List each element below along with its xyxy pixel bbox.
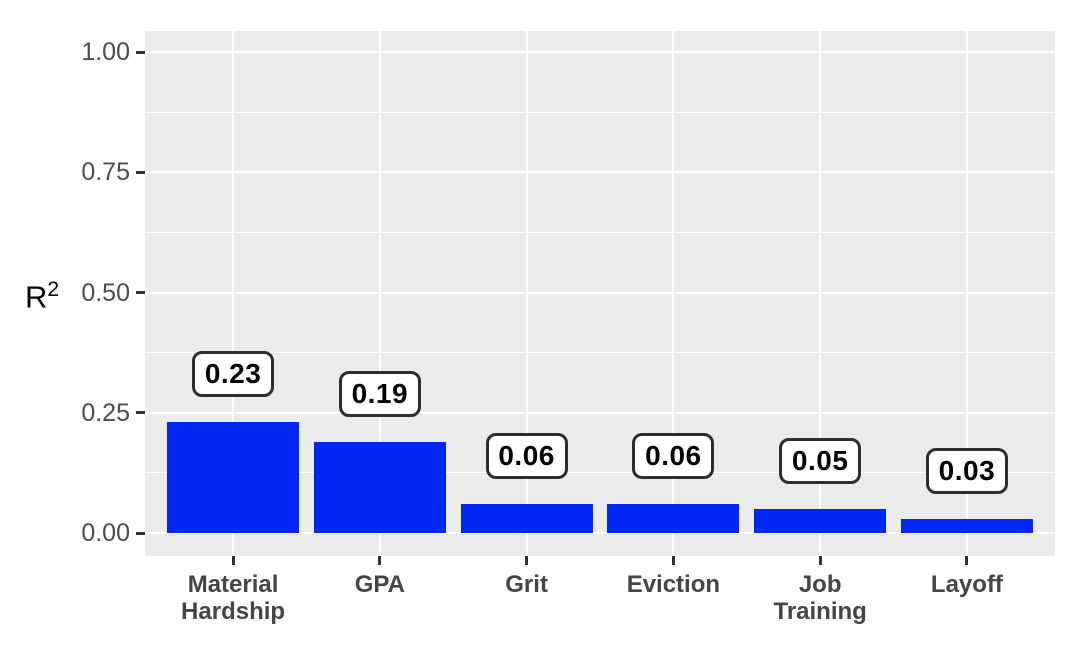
bar [754,508,887,533]
y-tick-label: 1.00 [81,38,130,66]
y-tick-label: 0.50 [81,278,130,307]
x-category-label: GPA [354,571,405,598]
value-label-box: 0.06 [485,433,568,480]
vertical-gridline [232,31,235,556]
major-gridline [145,51,1055,53]
bar [313,441,446,533]
x-tick-mark [231,556,235,565]
y-tick-label: 0.00 [81,519,130,547]
major-gridline [145,171,1055,174]
y-axis-title-base: R [25,279,48,315]
x-category-label: Grit [505,571,548,598]
minor-gridline [145,111,1055,113]
value-label-box: 0.23 [192,351,275,398]
vertical-gridline [378,31,381,556]
vertical-gridline [965,31,968,556]
y-tick-mark [136,170,145,174]
minor-gridline [145,231,1055,233]
plot-panel: 0.23 0.19 0.06 0.06 0.05 0.03 [145,31,1055,556]
vertical-gridline [819,31,822,556]
y-tick-mark [136,291,145,294]
y-axis-title: R2 [25,274,59,312]
x-tick-mark [671,556,675,565]
major-gridline [145,291,1055,294]
bar [900,518,1033,533]
value-label-box: 0.03 [925,447,1008,494]
vertical-gridline [525,31,528,556]
x-tick-mark [525,556,529,565]
value-label-box: 0.05 [779,437,862,484]
value-label-box: 0.19 [338,370,421,417]
y-tick-label: 0.25 [81,398,130,427]
y-tick-label: 0.75 [81,158,130,187]
minor-gridline [145,472,1055,474]
x-tick-mark [965,556,969,565]
x-category-label: Eviction [626,571,721,598]
bar [167,422,300,533]
y-axis-title-superscript: 2 [47,278,60,301]
major-gridline [145,532,1055,534]
x-tick-mark [378,556,382,565]
x-category-label: Job Training [773,571,867,625]
x-category-label: Material Hardship [181,571,286,625]
minor-gridline [145,352,1055,354]
bar [607,504,740,533]
x-category-label: Layoff [930,571,1003,598]
x-tick-mark [818,556,822,565]
bar [460,504,593,533]
vertical-gridline [672,31,675,556]
y-tick-mark [136,50,145,54]
value-label-box: 0.06 [632,433,715,480]
y-tick-mark [136,411,145,415]
y-tick-mark [136,531,145,535]
major-gridline [145,411,1055,414]
